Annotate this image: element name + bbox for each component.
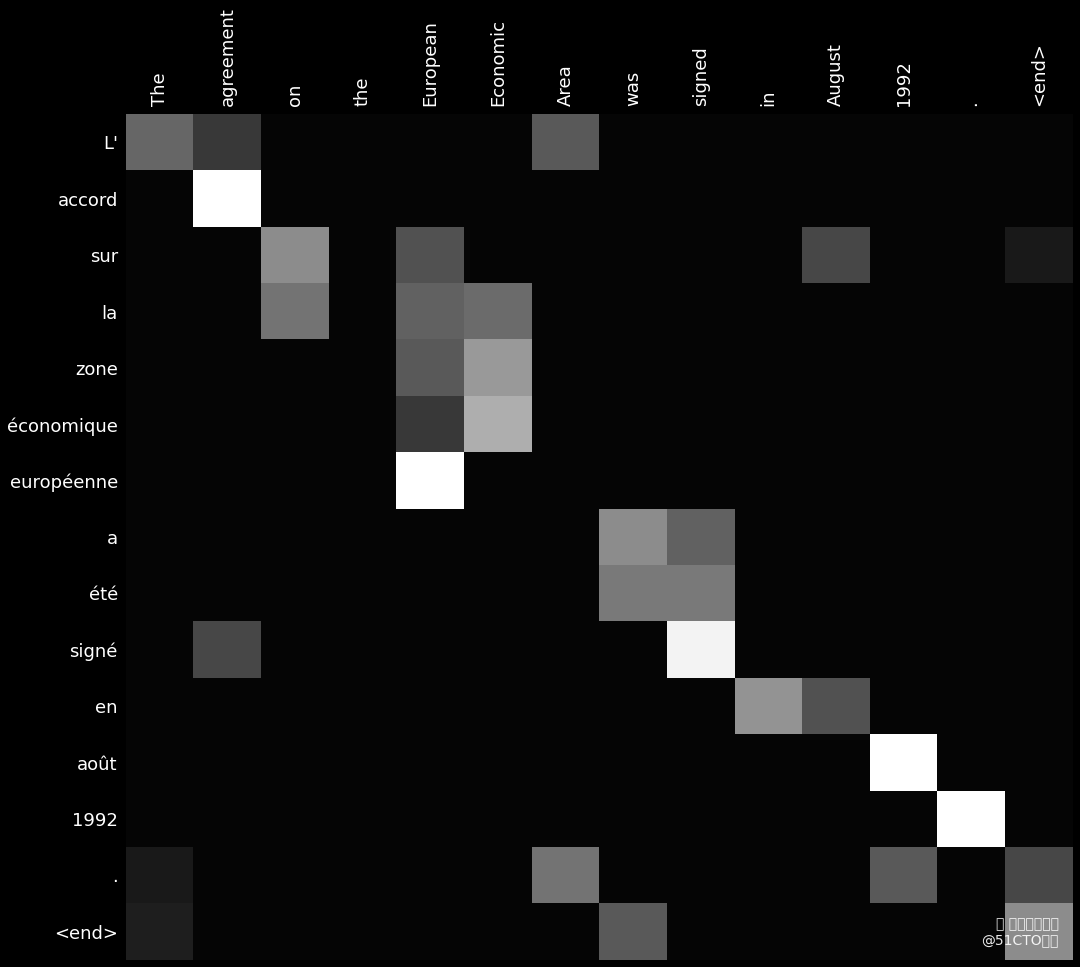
Text: 📱 机器学习社区
@51CTO博客: 📱 机器学习社区 @51CTO博客 — [982, 917, 1058, 948]
